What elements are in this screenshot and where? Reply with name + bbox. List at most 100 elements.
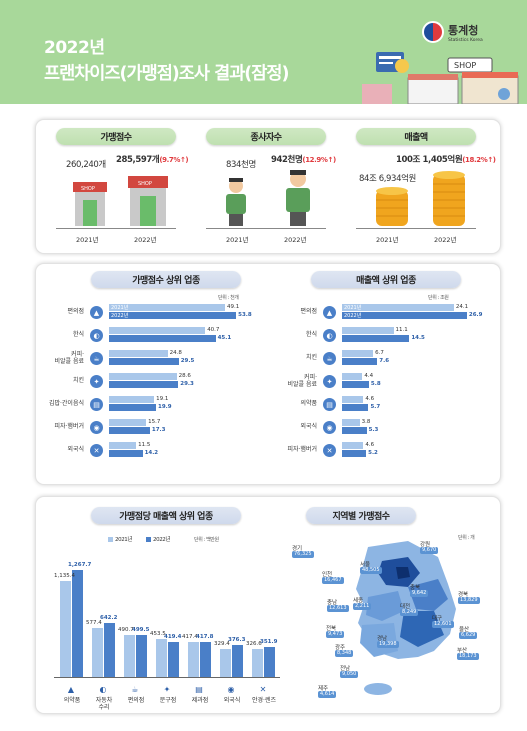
statistics-korea-logo: 통계청 Statistics Korea: [422, 21, 483, 43]
map-region-value: 4,614: [318, 691, 337, 698]
vbar-2022: [264, 647, 275, 677]
value-2022: 53.8: [238, 312, 252, 318]
bar-2021: [342, 304, 454, 311]
sales-rate: (18.2%↑): [462, 156, 496, 164]
value-2022: 5.3: [368, 427, 379, 433]
value-2022: 26.9: [468, 312, 483, 318]
category-icon: ◉: [90, 421, 103, 434]
map-region-value: 12,601: [432, 621, 454, 628]
map-region-value: 2,211: [353, 603, 372, 610]
bar-2021: [342, 419, 360, 426]
category-icon: ▲: [67, 684, 75, 694]
bar-2021: [109, 327, 206, 334]
bar-series-label-2022: 2022년: [344, 313, 362, 319]
category-icon: ☕: [131, 684, 139, 694]
map-region-name: 인천: [322, 572, 333, 578]
map-region-name: 부산: [457, 648, 468, 654]
vvalue-2022: 376.3: [228, 637, 246, 644]
value-2022: 14.5: [411, 335, 425, 341]
store-2021-icon: SHOP: [73, 182, 107, 226]
category-label: 외국식: [223, 697, 241, 704]
category-icon: ▲: [323, 306, 336, 319]
map-region-value: 6,629: [459, 632, 478, 639]
category-icon: ▤: [195, 684, 203, 694]
employees-divider: [206, 228, 326, 229]
stores-2021-value: 260,240개: [66, 160, 106, 170]
sales-year-2021: 2021년: [376, 236, 399, 244]
value-2021: 24.8: [169, 350, 182, 356]
map-region-name: 세종: [353, 598, 364, 604]
vbar-2021: [220, 649, 231, 677]
employees-2021-value: 834천명: [226, 160, 256, 170]
stores-year-2021: 2021년: [76, 236, 99, 244]
shop-illustration: SHOP: [362, 52, 519, 104]
bar-2022: [342, 312, 467, 319]
per-store-unit: 단위 : 백만원: [194, 537, 219, 543]
category-label: 커피· 비알콜 음료: [54, 351, 84, 365]
legend-2022: 2022년: [153, 537, 171, 543]
category-label: 김밥·간이음식: [48, 400, 84, 407]
bar-2021: [109, 396, 155, 403]
vbar-2021: [188, 641, 199, 677]
map-region-name: 전북: [326, 626, 337, 632]
value-2021: 3.8: [361, 419, 371, 425]
value-2021: 24.1: [455, 304, 469, 310]
map-region-name: 경북: [458, 592, 469, 598]
map-region-value: 9,642: [410, 590, 429, 597]
stores-top-chart: 편의점 ▲ 2021년 2022년 49.1 53.8 한식 ◐ 40.7 45.1 커피· 비알콜 …: [36, 304, 269, 484]
vvalue-2021: 490.7: [118, 627, 134, 634]
bar-2021: [109, 350, 168, 357]
bar-2021: [109, 442, 137, 449]
map-region-name: 울산: [459, 627, 470, 633]
header-banner: 2022년 프랜차이즈(가맹점)조사 결과(잠정) 통계청 Statistics …: [0, 0, 527, 104]
value-2021: 4.6: [365, 442, 375, 448]
sales-top-unit: 단위 : 조원: [428, 295, 449, 301]
vbar-2021: [252, 649, 263, 677]
category-label: 의약품: [63, 697, 81, 704]
sales-2022-wrap: 100조 1,405억원(18.2%↑): [396, 153, 496, 165]
bar-2022: [109, 404, 157, 411]
vbar-2022: [200, 641, 211, 677]
category-icon: ☕: [323, 352, 336, 365]
category-label: 치킨: [72, 377, 84, 384]
value-2022: 29.5: [180, 358, 195, 364]
category-icon: ✦: [163, 684, 171, 694]
sales-2021-value: 84조 6,934억원: [359, 174, 416, 184]
category-label: 치킨: [305, 354, 317, 361]
employees-2022-wrap: 942천명(12.9%↑): [271, 153, 336, 165]
bar-2021: [342, 350, 374, 357]
bar-2022: [109, 335, 216, 342]
value-2022: 5.7: [370, 404, 381, 410]
map-region-value: 8,348: [335, 650, 354, 657]
bar-2022: [342, 450, 367, 457]
category-icon: ▤: [90, 398, 103, 411]
top-industries-card: 가맹점수 상위 업종 매출액 상위 업종 단위 : 천개 단위 : 조원 편의점…: [35, 263, 501, 485]
map-region-name: 대전: [400, 604, 411, 610]
category-label: 제과점: [191, 697, 209, 704]
map-region-name: 경남: [377, 636, 388, 642]
category-label: 편의점: [127, 697, 145, 704]
vvalue-2021: 417.4: [182, 633, 198, 640]
legend-2021: 2021년: [115, 537, 133, 543]
shop-sign-text: SHOP: [454, 61, 476, 70]
bar-2022: [109, 381, 179, 388]
store-2022-icon: SHOP: [128, 176, 168, 226]
map-region-value: 12,613: [327, 605, 349, 612]
vbar-2022: [168, 641, 179, 677]
map-region-name: 서울: [360, 562, 371, 568]
category-icon: ✦: [323, 375, 336, 388]
vvalue-2021: 326.6: [246, 641, 262, 648]
vbar-2021: [156, 638, 167, 677]
value-2021: 4.6: [365, 396, 375, 402]
map-region-value: 76,325: [292, 551, 314, 558]
vbar-2022: [232, 645, 243, 677]
stores-rate: (9.7%↑): [159, 156, 189, 164]
bar-2021: [342, 396, 364, 403]
vvalue-2022: 351.9: [260, 639, 278, 646]
korea-map: [356, 541, 456, 695]
legend-2021-swatch: [108, 537, 113, 542]
header-year: 2022년: [44, 38, 105, 58]
sales-top-title: 매출액 상위 업종: [311, 271, 461, 288]
category-label: 커피· 비알콜 음료: [287, 374, 317, 388]
value-2021: 15.7: [148, 419, 161, 425]
